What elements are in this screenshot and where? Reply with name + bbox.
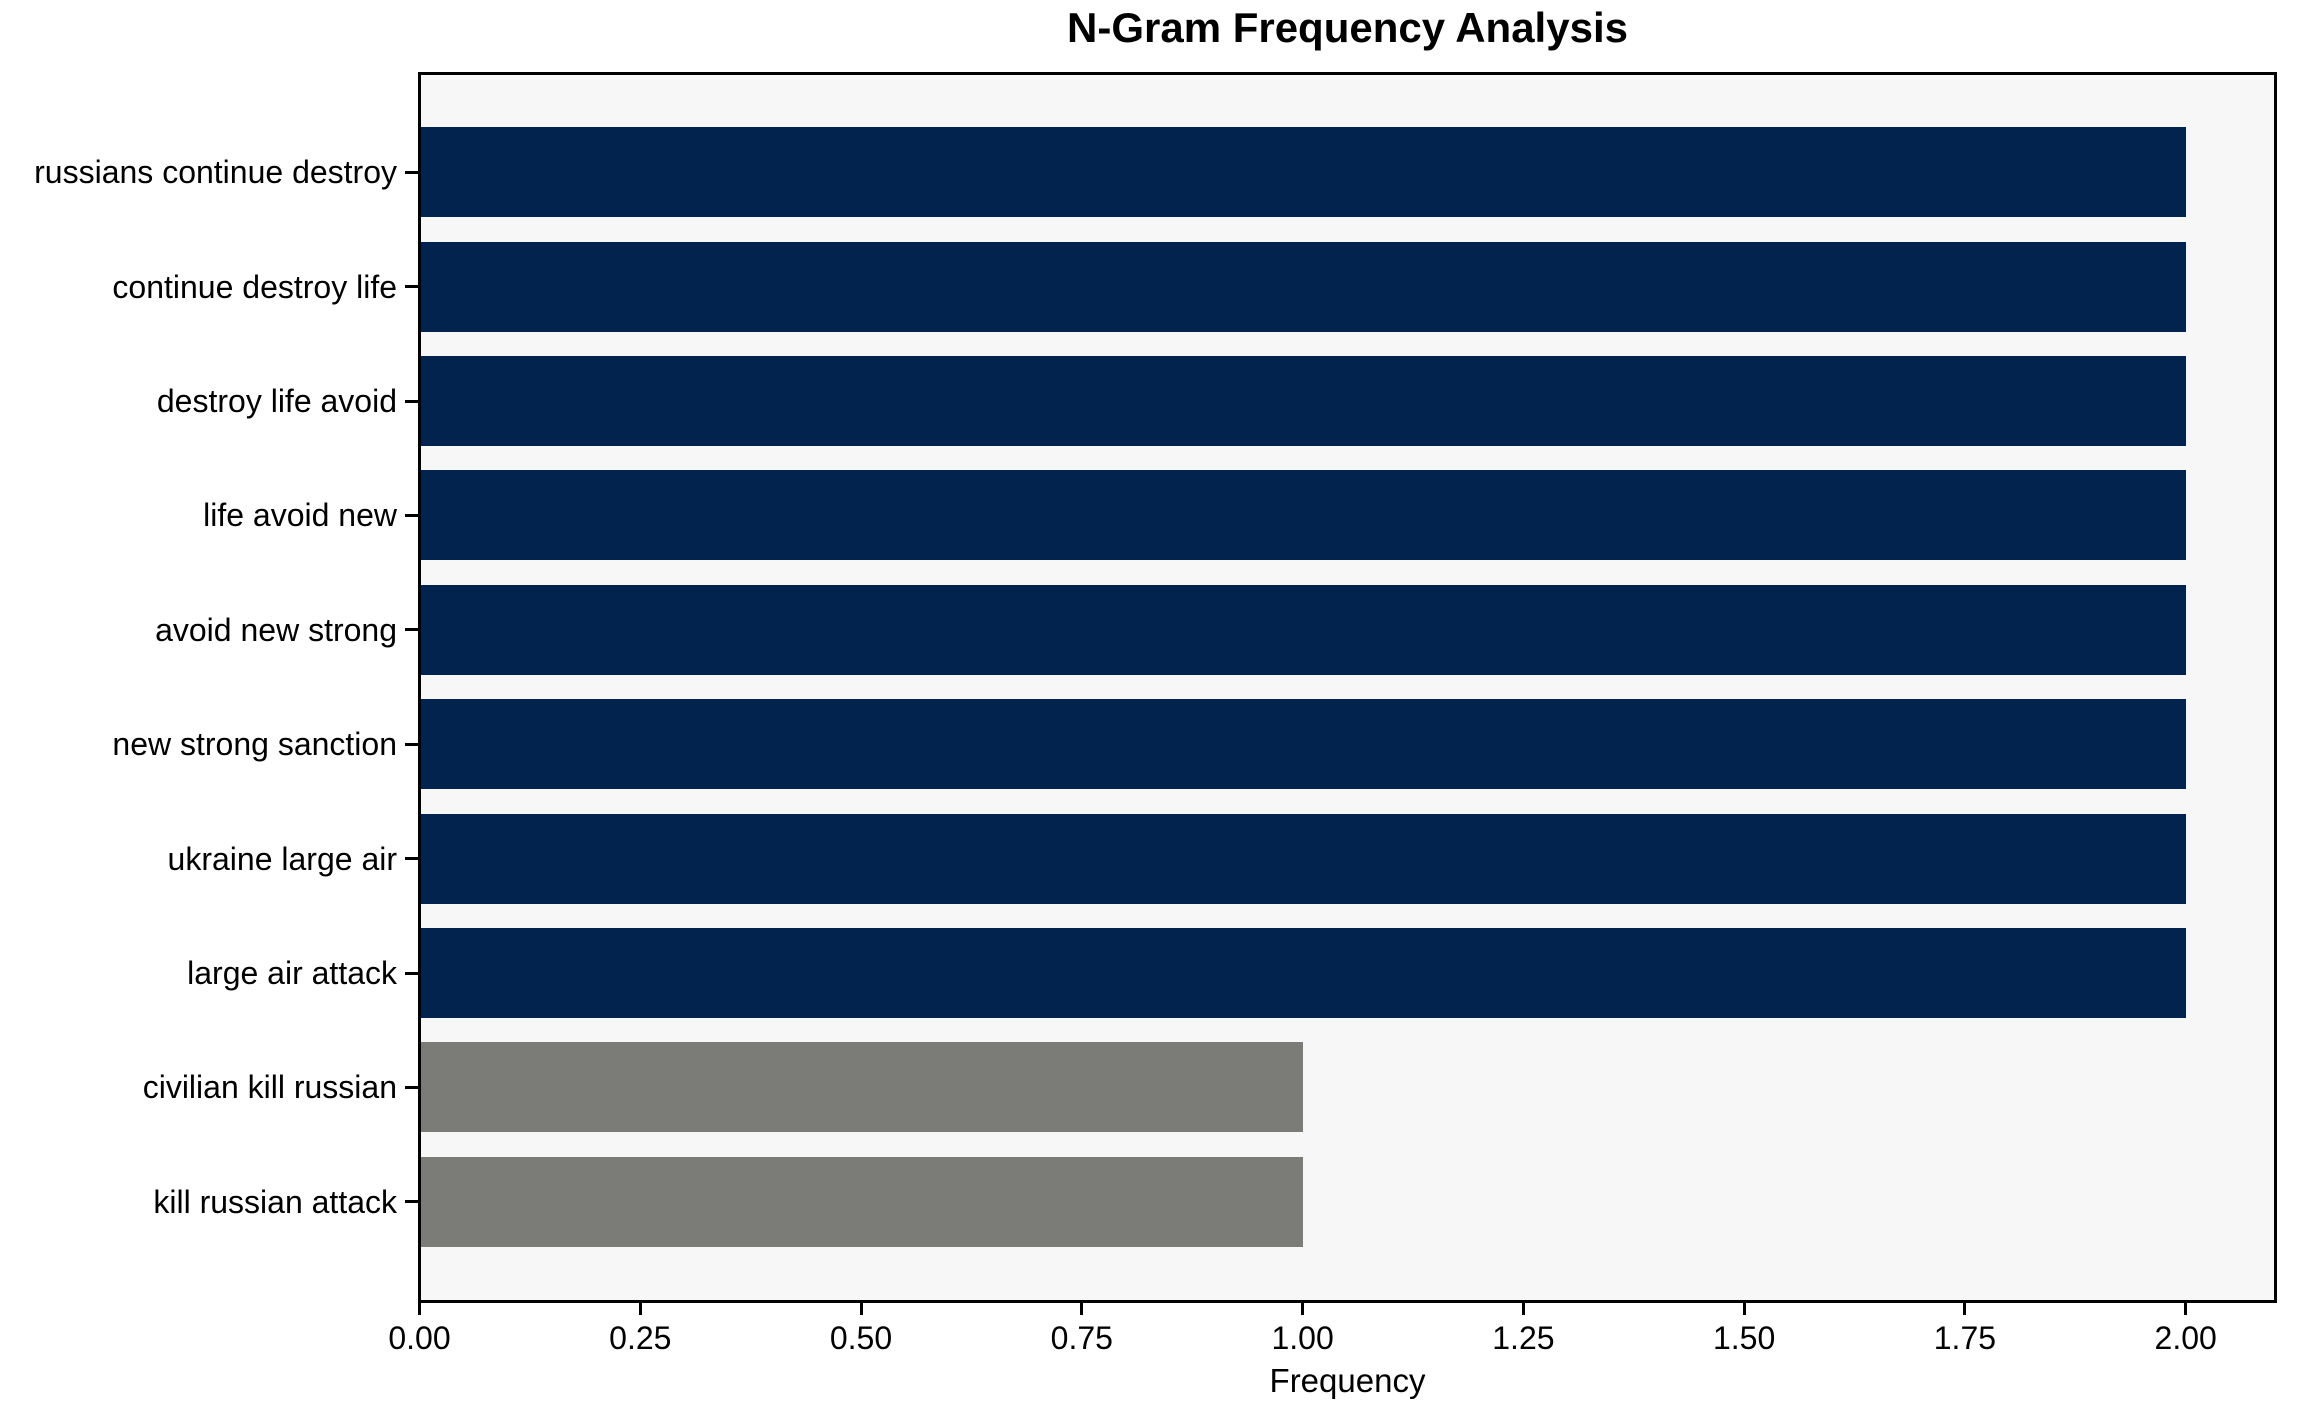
y-tick [405,513,418,517]
y-tick-label: ukraine large air [167,840,397,877]
y-tick-label: continue destroy life [112,268,397,305]
x-tick [1521,1303,1525,1315]
bar-life-avoid-new [421,470,2186,561]
y-tick [405,742,418,746]
y-tick [405,399,418,403]
y-tick [405,857,418,861]
x-tick-label: 0.00 [388,1320,451,1356]
y-tick-label: russians continue destroy [34,154,397,191]
bar-civilian-kill-russian [421,1042,1304,1133]
y-tick-label: civilian kill russian [142,1069,397,1106]
y-tick [405,628,418,632]
y-tick-label: life avoid new [203,497,397,534]
x-tick-label: 0.50 [829,1320,893,1356]
bar-kill-russian-attack [421,1156,1304,1247]
y-tick-label: new strong sanction [112,726,397,763]
x-tick [859,1303,863,1315]
plot-area [418,72,2277,1303]
x-tick [1080,1303,1084,1315]
x-tick-label: 2.00 [2154,1320,2217,1356]
bar-continue-destroy-life [421,241,2186,332]
x-tick [1742,1303,1746,1315]
bar-avoid-new-strong [421,584,2186,675]
y-tick [405,170,418,174]
x-tick [1963,1303,1967,1315]
x-tick [1301,1303,1305,1315]
chart-title: N-Gram Frequency Analysis [1067,4,1628,51]
y-tick [405,971,418,975]
x-tick [418,1303,421,1315]
y-tick-label: avoid new strong [155,611,397,648]
y-tick [405,1200,418,1204]
x-tick-label: 1.00 [1271,1320,1334,1356]
x-axis-title: Frequency [1269,1362,1426,1399]
y-tick-label: large air attack [187,955,397,991]
bar-russians-continue-destroy [421,127,2186,218]
y-tick-label: destroy life avoid [156,383,397,419]
bar-large-air-attack [421,928,2186,1018]
x-tick-label: 1.50 [1712,1320,1776,1356]
x-tick [2184,1303,2188,1315]
y-tick [405,1085,418,1089]
bar-ukraine-large-air [421,813,2186,904]
x-tick [638,1303,642,1315]
x-tick-label: 1.25 [1492,1320,1555,1356]
bar-destroy-life-avoid [421,356,2186,446]
y-tick-label: kill russian attack [153,1183,397,1220]
x-tick-label: 1.75 [1933,1320,1997,1356]
x-tick-label: 0.75 [1050,1320,1113,1356]
bar-new-strong-sanction [421,699,2186,790]
y-tick [405,285,418,289]
x-tick-label: 0.25 [609,1320,672,1356]
